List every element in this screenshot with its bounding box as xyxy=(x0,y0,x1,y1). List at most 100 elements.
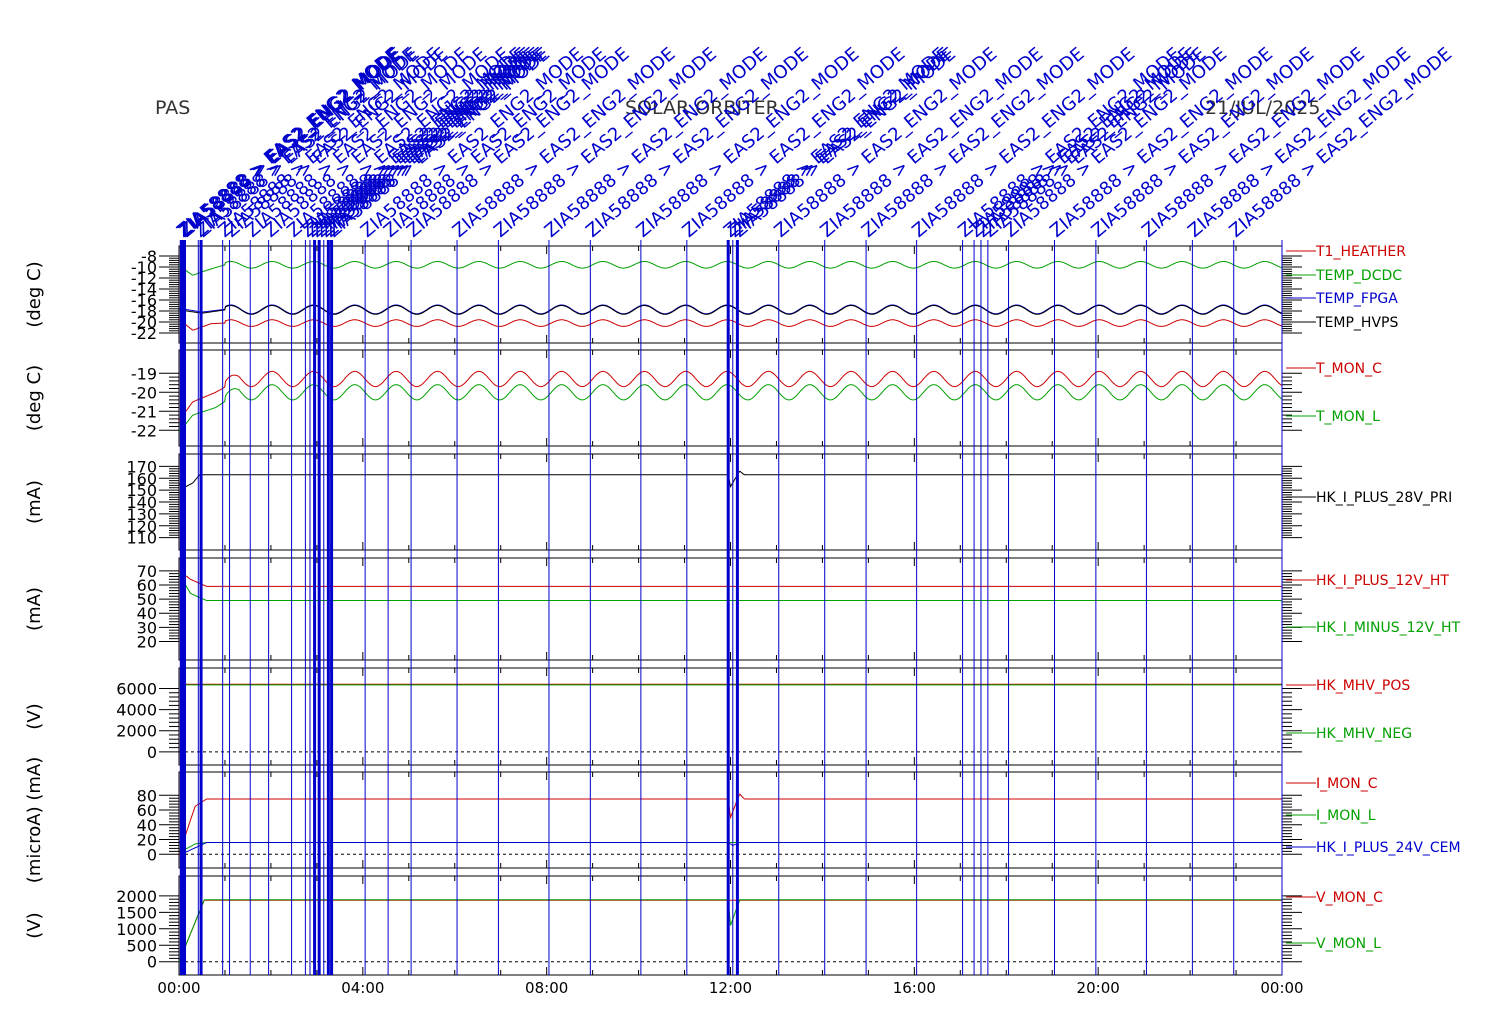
y-tick-label: 4000 xyxy=(116,701,157,720)
y-tick-label: -22 xyxy=(131,421,157,440)
series-line-hk_i_minus_12v_ht xyxy=(178,573,1282,601)
legend-label: V_MON_L xyxy=(1316,936,1381,952)
series-line-hk_i_plus_28v_pri xyxy=(178,470,1282,489)
y-axis-label: (V) xyxy=(24,703,45,729)
x-tick-label: 00:00 xyxy=(1260,979,1303,997)
series-line-hk_i_plus_12v_ht xyxy=(178,570,1282,587)
y-tick-label: -19 xyxy=(131,364,157,383)
y-tick-label: 120 xyxy=(126,517,157,536)
panel-frame xyxy=(178,349,1283,447)
series-line-temp_dcdc xyxy=(178,261,1283,276)
x-tick-label: 08:00 xyxy=(525,979,568,997)
panel-frame xyxy=(178,771,1283,869)
series-line-t1_heather xyxy=(178,318,1283,331)
y-tick-label: 150 xyxy=(126,481,157,500)
y-tick-label: 40 xyxy=(137,604,157,623)
legend-label: HK_I_PLUS_12V_HT xyxy=(1316,573,1449,589)
series-line-temp_hvps xyxy=(178,305,1283,315)
legend-label: TEMP_HVPS xyxy=(1315,315,1398,331)
series-line-hk_i_plus_24v_cem xyxy=(178,840,1282,853)
y-tick-label: 30 xyxy=(137,618,157,637)
y-tick-label: 50 xyxy=(137,590,157,609)
panel-frame xyxy=(178,667,1283,766)
legend-label: HK_MHV_POS xyxy=(1316,678,1410,694)
y-tick-label: 40 xyxy=(137,816,157,835)
legend-label: HK_I_MINUS_12V_HT xyxy=(1316,620,1461,636)
y-tick-label: 500 xyxy=(126,936,157,955)
y-tick-label: -20 xyxy=(131,383,157,402)
legend-label: I_MON_C xyxy=(1316,776,1378,792)
y-tick-label: -16 xyxy=(131,291,157,310)
legend-label: TEMP_DCDC xyxy=(1315,268,1402,284)
panel-frame xyxy=(178,557,1283,661)
x-tick-label: 04:00 xyxy=(341,979,384,997)
panel-2: -19-20-21-22 (deg C) T_MON_C T_MON_L xyxy=(24,349,1382,447)
y-tick-label: -20 xyxy=(131,313,157,332)
y-tick-label: 60 xyxy=(137,576,157,595)
legend-label: HK_I_PLUS_24V_CEM xyxy=(1316,840,1461,856)
panel-frame xyxy=(178,245,1283,344)
y-tick-label: -10 xyxy=(131,258,157,277)
panel-1: -8-10-12-14-16-18-20-22 (deg C) T1_HEATHER… xyxy=(24,244,1406,344)
y-axis-label: (deg C) xyxy=(24,261,45,327)
x-tick-label: 12:00 xyxy=(709,979,752,997)
series-line-t_mon_c xyxy=(178,370,1283,422)
y-tick-label: 6000 xyxy=(116,680,157,699)
y-tick-label: 110 xyxy=(126,529,157,548)
y-tick-label: 2000 xyxy=(116,887,157,906)
instrument-title: PAS xyxy=(155,97,191,119)
y-tick-label: 60 xyxy=(137,801,157,820)
date-title: 21/JUL/2025 xyxy=(1205,97,1321,119)
y-tick-label: 70 xyxy=(137,562,157,581)
series-line-t_mon_l xyxy=(178,384,1283,433)
y-axis-label: (mA) xyxy=(24,480,45,524)
series-line-i_mon_c xyxy=(178,793,1282,855)
y-tick-label: 20 xyxy=(137,831,157,850)
x-tick-label: 16:00 xyxy=(893,979,936,997)
x-tick-label: 20:00 xyxy=(1077,979,1120,997)
legend-label: V_MON_C xyxy=(1316,890,1383,906)
y-tick-label: 140 xyxy=(126,493,157,512)
y-tick-label: 20 xyxy=(137,633,157,652)
y-tick-label: -12 xyxy=(131,269,157,288)
legend-label: HK_I_PLUS_28V_PRI xyxy=(1316,490,1452,506)
legend-label: T_MON_C xyxy=(1315,361,1382,377)
y-tick-label: 2000 xyxy=(116,722,157,741)
y-axis-label: (mA) xyxy=(24,587,45,631)
y-tick-label: 0 xyxy=(147,743,157,762)
y-tick-label: 1000 xyxy=(116,920,157,939)
y-tick-label: 80 xyxy=(137,786,157,805)
y-tick-label: 0 xyxy=(147,845,157,864)
y-tick-label: 0 xyxy=(147,953,157,972)
y-tick-label: -8 xyxy=(141,247,157,266)
legend-label: TEMP_FPGA xyxy=(1315,291,1398,307)
x-axis: 00:00 04:00 08:00 12:00 16:00 20:00 00:00 xyxy=(157,979,1303,997)
panel-frame xyxy=(178,453,1283,551)
legend-label: T_MON_L xyxy=(1315,409,1380,425)
legend-label: I_MON_L xyxy=(1316,808,1376,824)
y-axis-label: (deg C) xyxy=(24,365,45,431)
y-tick-label: 170 xyxy=(126,457,157,476)
y-tick-label: 1500 xyxy=(116,903,157,922)
legend-label: T1_HEATHER xyxy=(1315,244,1406,260)
y-axis-label: (microA) (mA) xyxy=(24,757,45,883)
y-axis-label: (V) xyxy=(24,912,45,938)
y-tick-label: -21 xyxy=(131,402,157,421)
panel-5: 6000 4000 2000 0 (V) HK_MHV_POS HK_MHV_NEG xyxy=(24,667,1412,766)
y-tick-label: 130 xyxy=(126,505,157,524)
y-tick-label: 160 xyxy=(126,469,157,488)
x-tick-label: 00:00 xyxy=(157,979,200,997)
series-line-v_mon_l xyxy=(178,899,1282,962)
mission-title: SOLAR ORBITER xyxy=(625,97,779,119)
y-tick-label: -14 xyxy=(131,280,157,299)
series-line-v_mon_c xyxy=(178,899,1282,962)
y-tick-label: -18 xyxy=(131,302,157,321)
legend-label: HK_MHV_NEG xyxy=(1316,726,1412,742)
y-tick-label: -22 xyxy=(131,324,157,343)
